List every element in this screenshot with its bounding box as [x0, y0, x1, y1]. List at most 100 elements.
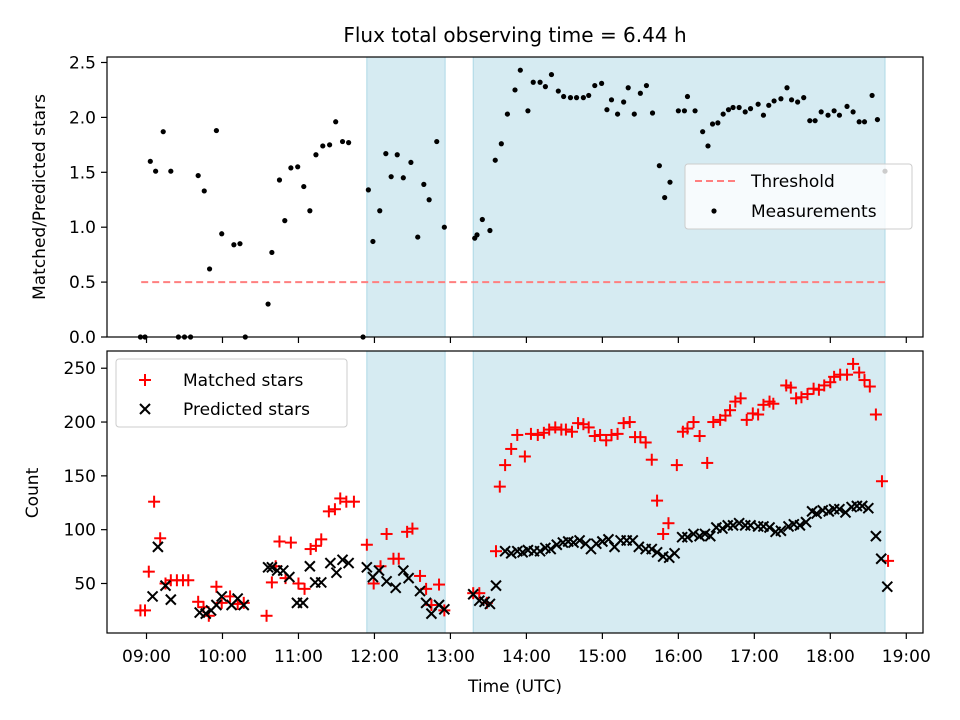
measurement-point [487, 227, 493, 234]
measurement-point [614, 111, 621, 117]
measurement-point [542, 84, 548, 90]
matched-star-point [605, 428, 618, 441]
measurement-point [479, 216, 485, 223]
predicted-star-point [551, 539, 563, 551]
matched-star-point [309, 539, 322, 552]
measurement-point [168, 168, 174, 174]
matched-star-point [414, 569, 427, 582]
predicted-star-point-b [875, 553, 887, 565]
measurement-point [295, 164, 301, 170]
matched-star-point [543, 423, 556, 436]
measurement-point [219, 231, 225, 237]
measurement-point [265, 301, 271, 307]
measurement-point [504, 111, 511, 117]
measurement-point [836, 112, 843, 118]
matched-star-point [847, 357, 860, 370]
predicted-star-point [330, 567, 343, 579]
measurement-point [592, 82, 598, 89]
bottom-y-tick-label: 100 [64, 521, 96, 541]
bottom-x-tick-label: 12:00 [350, 647, 399, 667]
predicted-star-point-b [159, 579, 172, 592]
matched-star-point [757, 398, 770, 411]
predicted-star-point [304, 560, 316, 572]
measurement-point [625, 85, 631, 91]
matched-star-point [784, 381, 797, 394]
matched-star-point [210, 580, 223, 593]
measurement-point [667, 179, 673, 185]
measurement-point [621, 99, 627, 105]
predicted-star-point-b [262, 561, 274, 574]
predicted-star-point [297, 597, 309, 609]
top-y-axis-label: Matched/Predicted stars [30, 94, 50, 300]
matched-star-point [406, 522, 419, 535]
predicted-star-point [733, 517, 745, 529]
measurement-point [784, 85, 790, 91]
predicted-star-point-b [414, 585, 426, 597]
predicted-star-point [324, 557, 337, 569]
matched-star-point [490, 545, 503, 558]
matched-star-point [334, 492, 347, 505]
bottom-shaded-interval [472, 350, 886, 634]
matched-star-point [392, 552, 405, 565]
matched-star-point [224, 590, 237, 603]
measurement-point [771, 98, 777, 104]
measurement-point [807, 118, 813, 124]
predicted-star-point [146, 590, 159, 603]
measurement-point [153, 168, 159, 174]
measurement-point [850, 109, 856, 115]
predicted-star-point [152, 541, 164, 553]
predicted-star-point [681, 531, 694, 543]
measurement-point [370, 238, 376, 245]
matched-star-point [273, 535, 286, 548]
predicted-star-point-b [534, 545, 546, 557]
matched-star-point [148, 495, 161, 508]
legend-matched-marker [139, 374, 151, 386]
measurement-point [530, 79, 536, 85]
predicted-star-point [763, 521, 776, 534]
predicted-star-point-b [522, 544, 534, 556]
predicted-star-point-b [602, 533, 615, 546]
matched-star-point [795, 391, 808, 404]
top-y-tick-label: 1.5 [69, 163, 96, 183]
matched-star-point [639, 436, 652, 449]
predicted-star-point [716, 522, 729, 535]
measurement-point [715, 120, 721, 126]
predicted-star-point-b [373, 564, 385, 577]
predicted-star-point-b [420, 597, 432, 609]
predicted-star-point-b [467, 588, 479, 600]
predicted-star-point-b [380, 575, 393, 588]
predicted-star-point-b [733, 517, 745, 529]
measurement-point [720, 111, 726, 117]
predicted-star-point [342, 557, 355, 569]
predicted-star-point-b [579, 537, 592, 550]
predicted-star-point-b [238, 599, 250, 611]
predicted-star-point [505, 547, 517, 560]
predicted-star-point-b [716, 522, 729, 535]
measurement-point [313, 152, 319, 158]
matched-star-point [740, 413, 753, 426]
matched-star-point [869, 408, 882, 421]
predicted-star-point [262, 561, 274, 574]
measurement-point [760, 112, 767, 118]
matched-star-point [701, 456, 714, 469]
measurement-point [812, 118, 818, 124]
predicted-star-point-b [657, 550, 669, 563]
predicted-star-point [646, 543, 658, 555]
predicted-star-point-b [727, 519, 739, 532]
measurement-point [643, 82, 650, 89]
predicted-star-point-b [146, 590, 159, 603]
top-shaded-interval [366, 56, 446, 338]
measurement-point [725, 107, 732, 113]
measurement-point [206, 266, 213, 272]
matched-star-point [600, 434, 613, 447]
predicted-star-point-b [266, 561, 278, 574]
predicted-star-point-b [651, 546, 663, 558]
matched-star-point [322, 505, 335, 518]
measurement-point [608, 97, 615, 103]
matched-star-point [623, 416, 636, 429]
measurement-point [288, 165, 294, 171]
predicted-star-point [534, 545, 546, 557]
bottom-x-tick-label: 18:00 [806, 647, 855, 667]
predicted-star-point-b [810, 507, 823, 520]
